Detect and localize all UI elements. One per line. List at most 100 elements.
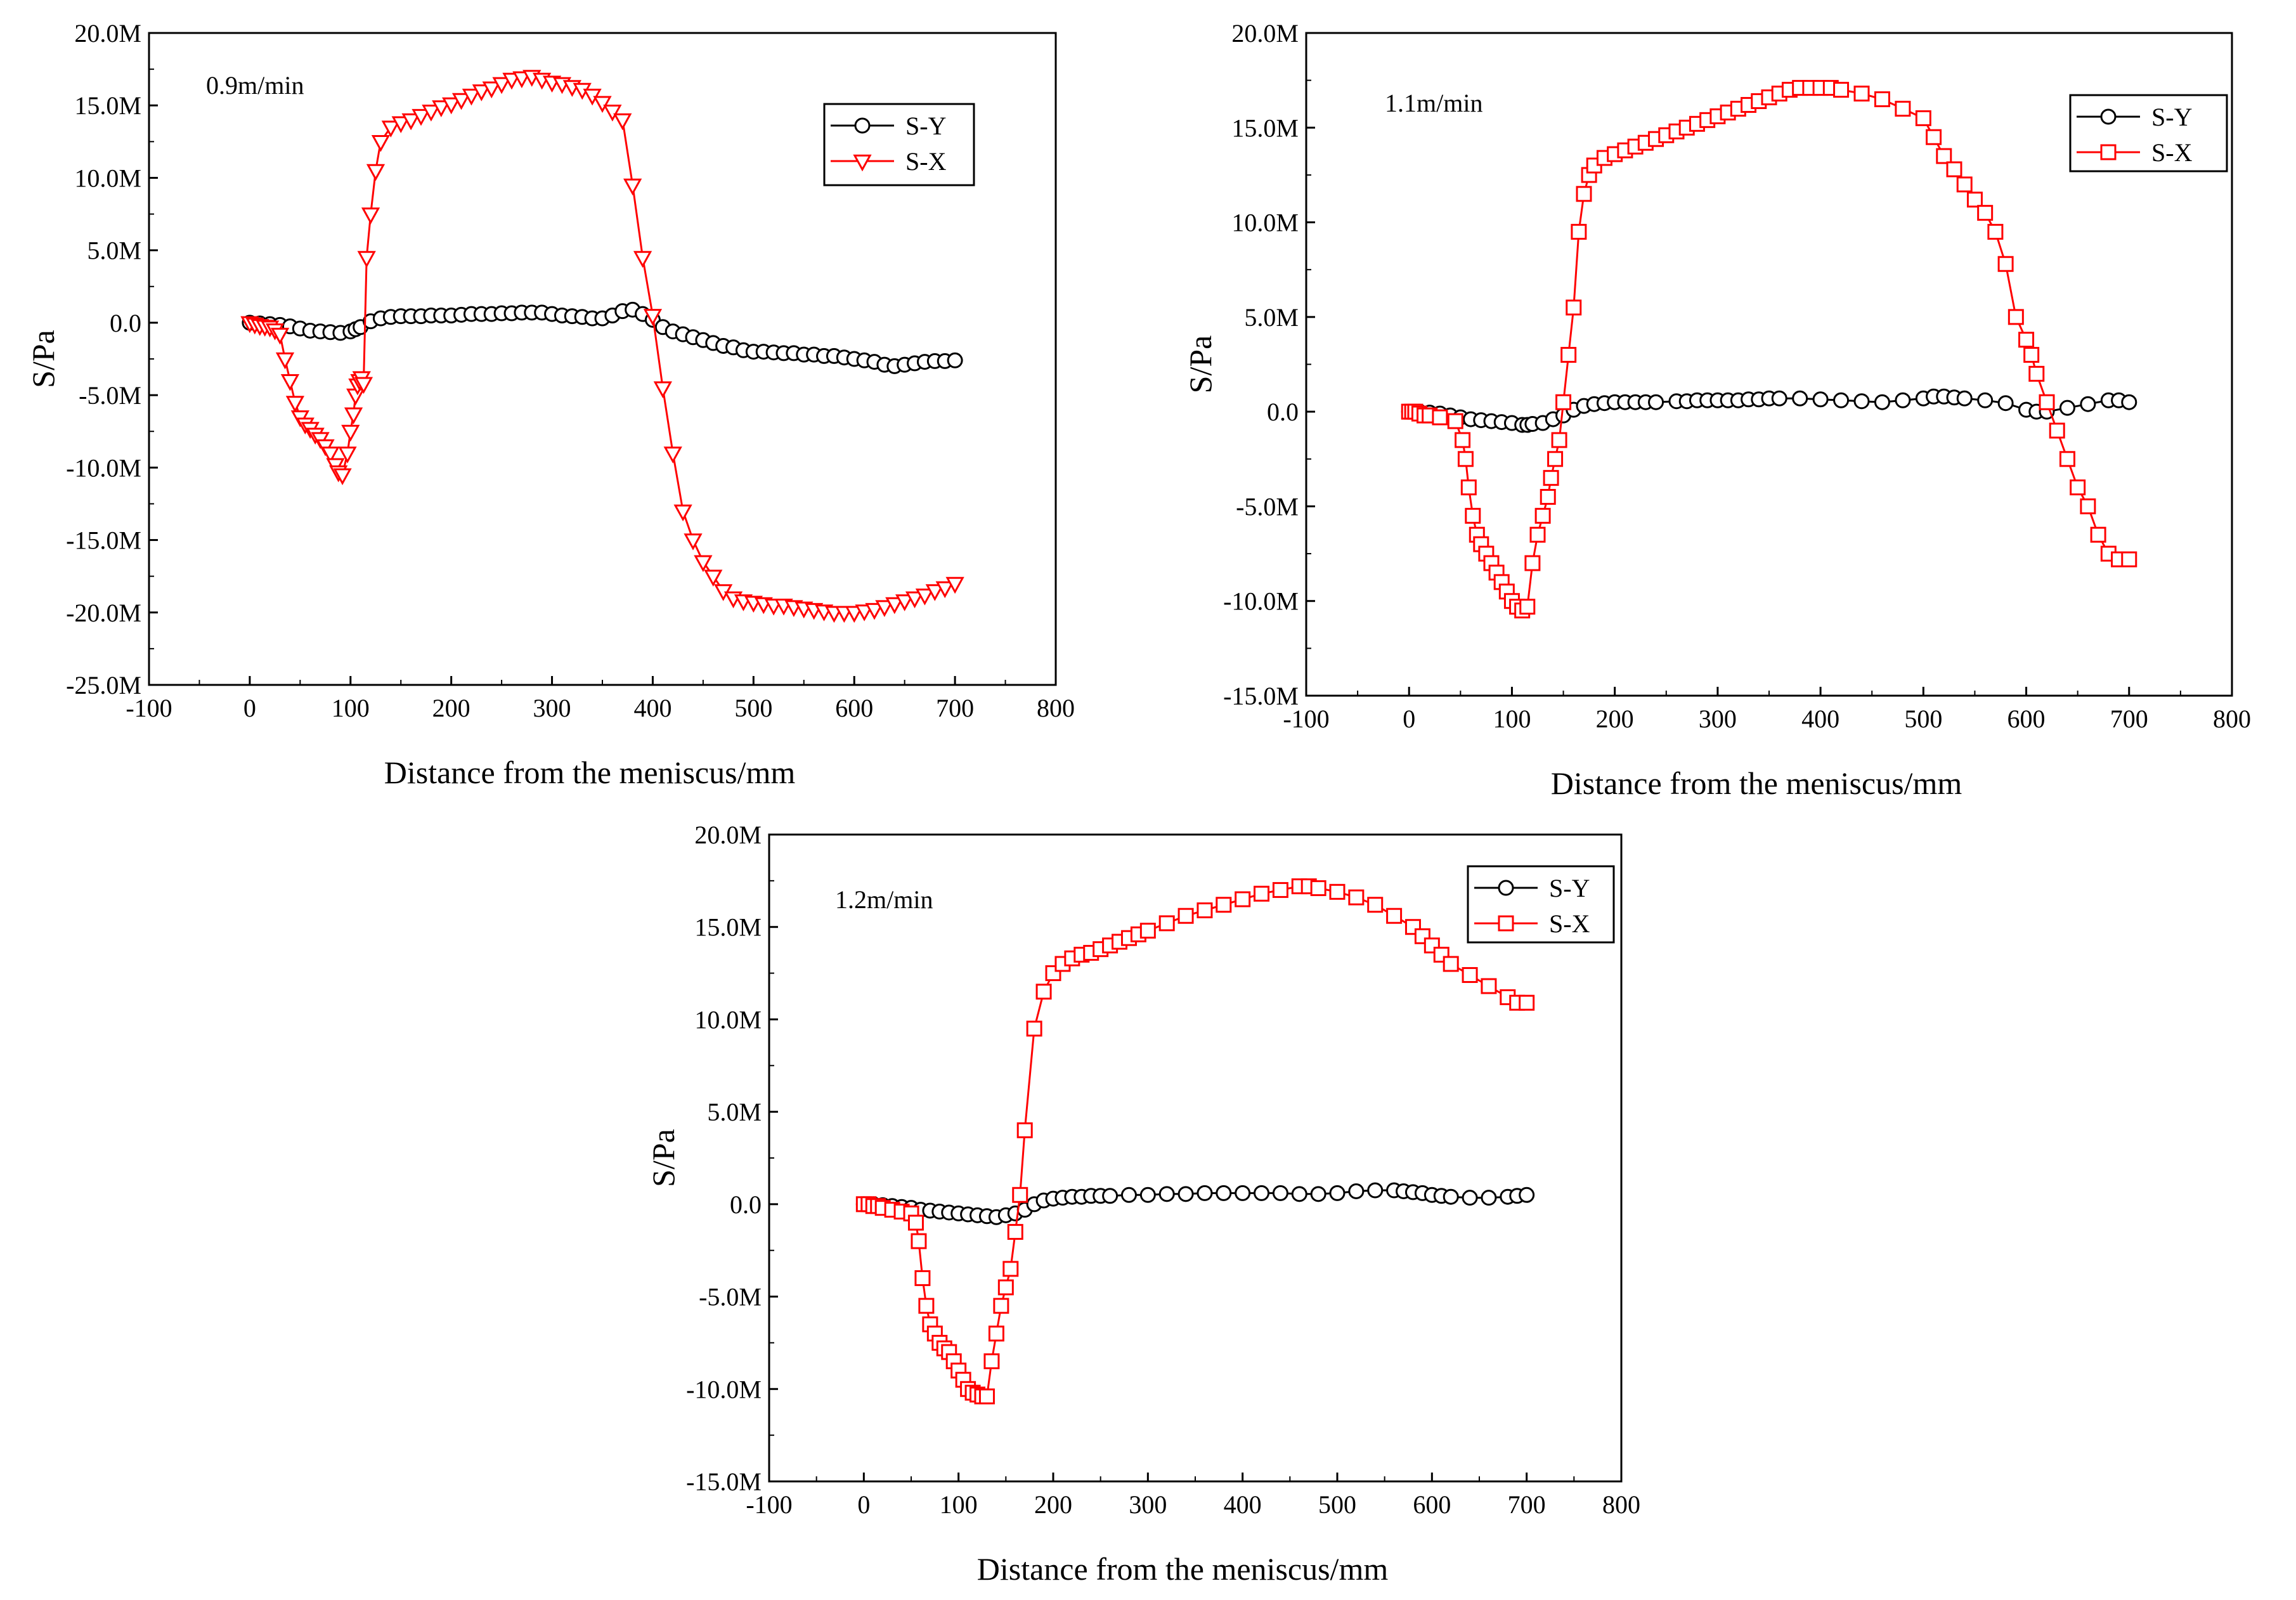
legend-marker-s-y bbox=[2100, 108, 2117, 125]
data-point-s-x bbox=[1895, 100, 1911, 117]
data-point-s-x bbox=[653, 381, 672, 399]
data-point-s-x bbox=[2049, 422, 2065, 439]
x-tick-label: 800 bbox=[2213, 705, 2251, 733]
legend-label-s-y: S-Y bbox=[2151, 103, 2192, 131]
data-point-s-x bbox=[1946, 161, 1962, 178]
x-tick-label: 700 bbox=[1508, 1490, 1546, 1519]
data-point-s-x bbox=[1926, 129, 1942, 145]
x-axis-title: Distance from the meniscus/mm bbox=[977, 1551, 1389, 1587]
data-point-s-x bbox=[341, 424, 360, 442]
data-point-s-x bbox=[1139, 923, 1156, 939]
data-point-s-x bbox=[988, 1325, 1004, 1342]
data-point-s-x bbox=[1035, 984, 1052, 1000]
legend-marker-s-y bbox=[1498, 880, 1514, 896]
series-s-x bbox=[855, 878, 1535, 1405]
data-point-s-x bbox=[422, 105, 441, 122]
data-point-s-x bbox=[1002, 1261, 1019, 1277]
data-point-s-x bbox=[432, 100, 451, 117]
data-point-s-x bbox=[2007, 309, 2024, 325]
y-tick-label: -10.0M bbox=[1223, 587, 1299, 616]
data-point-s-y bbox=[1310, 1186, 1326, 1202]
legend: S-Y S-X bbox=[1467, 865, 1615, 944]
data-point-s-x bbox=[280, 374, 300, 391]
data-point-s-x bbox=[357, 250, 376, 268]
data-point-s-x bbox=[366, 164, 386, 181]
data-point-s-x bbox=[1519, 994, 1535, 1011]
data-point-s-x bbox=[1543, 470, 1559, 486]
data-point-s-x bbox=[285, 396, 305, 413]
data-point-s-y bbox=[1812, 391, 1829, 408]
y-tick-label: 5.0M bbox=[1244, 303, 1299, 332]
data-point-s-y bbox=[1291, 1186, 1307, 1202]
x-tick-label: 800 bbox=[1602, 1490, 1640, 1519]
data-point-s-x bbox=[684, 533, 703, 550]
data-point-s-x bbox=[1571, 224, 1587, 240]
x-tick-label: 100 bbox=[1493, 705, 1531, 733]
data-point-s-x bbox=[704, 569, 723, 587]
data-point-s-x bbox=[354, 377, 373, 394]
data-point-s-x bbox=[978, 1388, 995, 1405]
data-point-s-x bbox=[603, 105, 622, 122]
data-point-s-x bbox=[333, 468, 352, 486]
data-point-s-x bbox=[1966, 192, 1983, 208]
series-s-y bbox=[1401, 388, 2137, 433]
data-point-s-x bbox=[1310, 880, 1326, 897]
data-point-s-x bbox=[1462, 966, 1478, 983]
legend-label-s-y: S-Y bbox=[1549, 874, 1590, 902]
x-tick-label: 100 bbox=[940, 1490, 978, 1519]
data-point-s-x bbox=[1853, 86, 1870, 102]
data-point-s-x bbox=[1367, 897, 1384, 913]
y-tick-label: -10.0M bbox=[66, 453, 141, 482]
legend-box bbox=[1467, 865, 1615, 944]
data-point-s-x bbox=[613, 113, 632, 131]
data-point-s-x bbox=[1158, 915, 1175, 932]
data-point-s-x bbox=[1551, 432, 1567, 448]
data-point-s-y bbox=[1367, 1182, 1384, 1199]
data-point-s-x bbox=[2059, 451, 2075, 467]
data-point-s-x bbox=[2080, 498, 2096, 514]
x-tick-label: 400 bbox=[1801, 705, 1839, 733]
x-tick-label: 0 bbox=[857, 1490, 870, 1519]
data-point-s-y bbox=[2080, 396, 2096, 412]
chart-panel-1: -100 0 100 200 300 400 500 600 700 800 -25.0M -20.0… bbox=[25, 19, 1075, 790]
x-tick-label: 300 bbox=[533, 694, 571, 722]
data-point-s-x bbox=[914, 1270, 931, 1286]
y-tick-label: 10.0M bbox=[74, 164, 141, 192]
x-axis-title: Distance from the meniscus/mm bbox=[384, 755, 796, 790]
data-point-s-x bbox=[1534, 507, 1551, 524]
data-point-s-x bbox=[1432, 409, 1448, 426]
legend-label-s-x: S-X bbox=[905, 147, 947, 176]
x-tick-label: 400 bbox=[633, 694, 671, 722]
y-tick-label: 10.0M bbox=[1231, 209, 1299, 237]
data-point-s-x bbox=[593, 96, 612, 113]
data-point-s-x bbox=[1915, 110, 1931, 126]
data-point-s-x bbox=[1197, 902, 1213, 918]
data-point-s-x bbox=[911, 1233, 927, 1249]
data-point-s-x bbox=[935, 581, 954, 599]
data-point-s-x bbox=[865, 602, 884, 620]
data-point-s-x bbox=[2121, 551, 2137, 568]
data-point-s-x bbox=[2070, 479, 2086, 496]
data-point-s-x bbox=[918, 1298, 935, 1314]
y-tick-label: -25.0M bbox=[66, 671, 141, 699]
data-point-s-x bbox=[1833, 82, 1850, 98]
data-point-s-y bbox=[1519, 1187, 1535, 1203]
speed-annotation: 0.9m/min bbox=[206, 71, 304, 100]
data-point-s-y bbox=[1977, 392, 1994, 408]
x-tick-label: 200 bbox=[1596, 705, 1634, 733]
y-tick-label: -5.0M bbox=[699, 1283, 762, 1311]
data-point-s-y bbox=[1254, 1185, 1270, 1201]
data-point-s-x bbox=[1026, 1020, 1042, 1037]
data-point-s-x bbox=[1386, 907, 1403, 924]
data-point-s-x bbox=[623, 178, 642, 196]
data-point-s-x bbox=[482, 81, 501, 99]
legend-label-s-x: S-X bbox=[1549, 909, 1590, 938]
x-tick-label: 0 bbox=[243, 694, 256, 722]
series-s-x bbox=[1401, 80, 2137, 619]
data-point-s-x bbox=[1443, 956, 1459, 972]
data-point-s-x bbox=[2018, 332, 2035, 348]
data-point-s-x bbox=[1936, 148, 1952, 164]
data-point-s-x bbox=[270, 327, 290, 345]
data-point-s-y bbox=[1102, 1188, 1119, 1204]
